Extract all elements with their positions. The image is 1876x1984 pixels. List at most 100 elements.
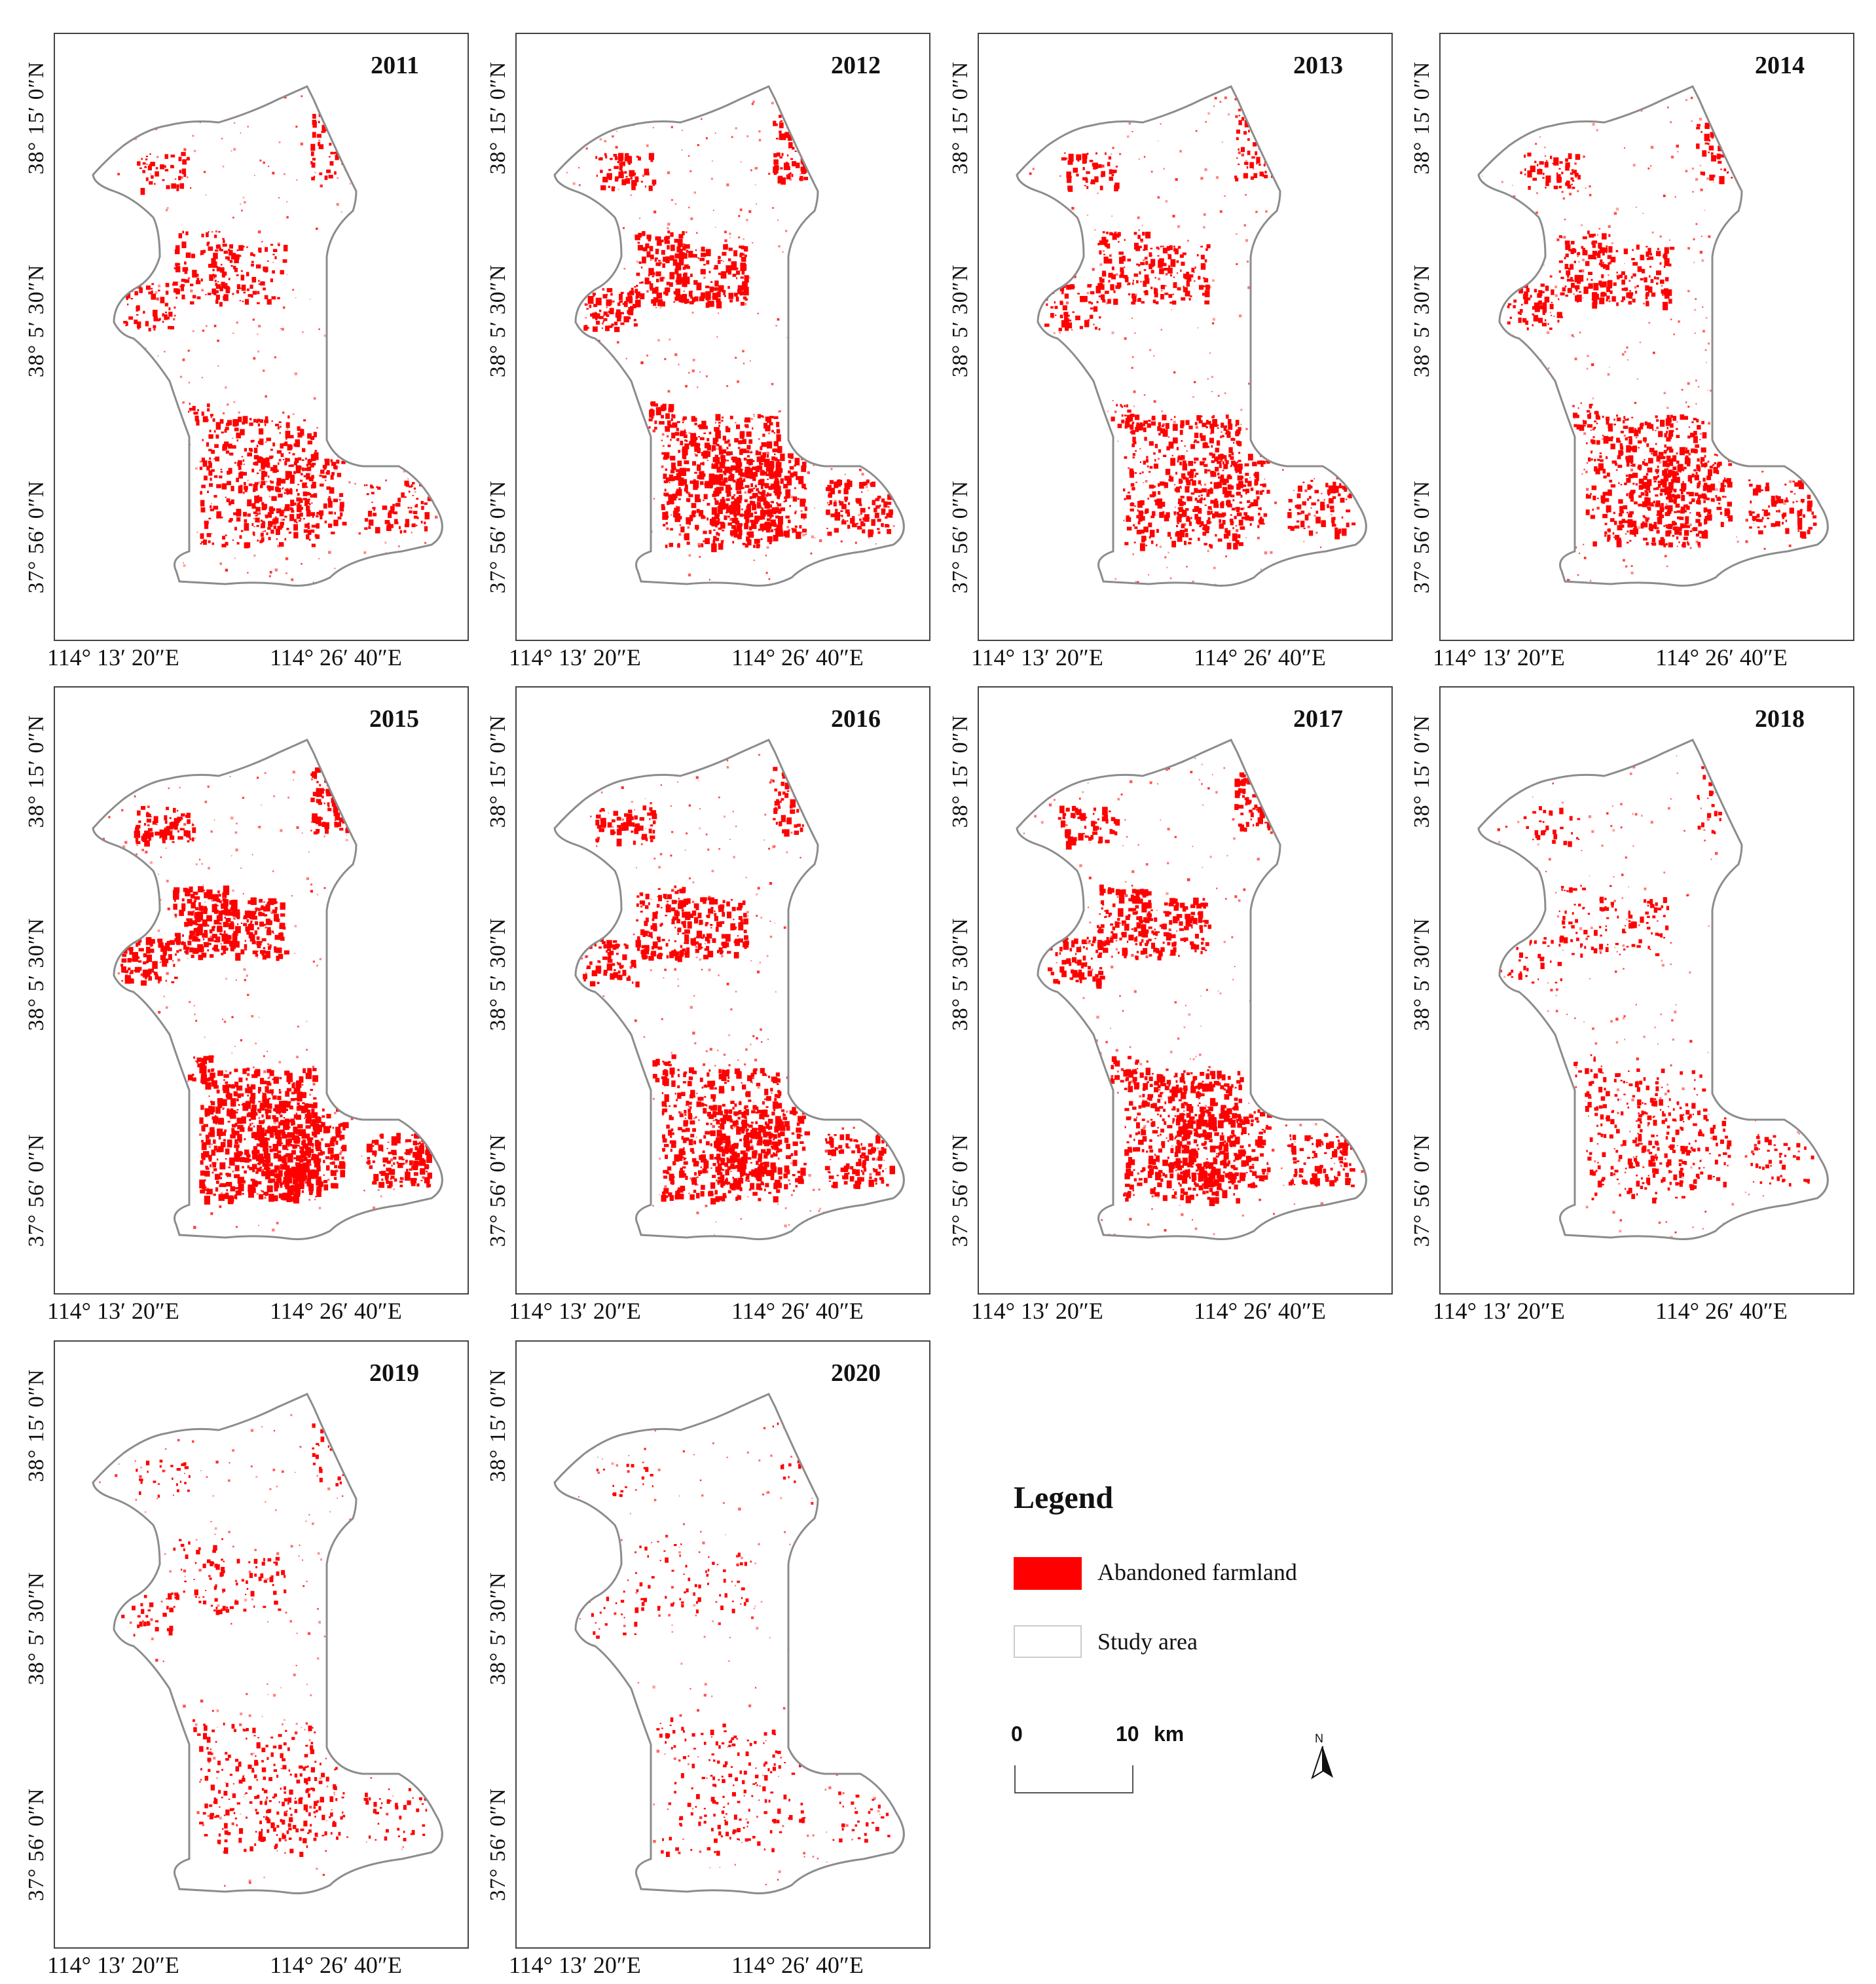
abandoned-farmland-pixel <box>1114 411 1117 413</box>
abandoned-farmland-patch <box>792 147 795 150</box>
abandoned-farmland-patch <box>825 487 828 491</box>
abandoned-farmland-patch <box>288 464 291 467</box>
abandoned-farmland-patch <box>662 511 669 520</box>
abandoned-farmland-pixel <box>397 545 400 547</box>
abandoned-farmland-pixel <box>1698 544 1701 548</box>
abandoned-farmland-pixel <box>1493 321 1496 323</box>
abandoned-farmland-patch <box>253 418 257 423</box>
abandoned-farmland-patch <box>411 523 416 528</box>
abandoned-farmland-patch <box>797 498 800 500</box>
abandoned-farmland-patch <box>1575 288 1578 292</box>
abandoned-farmland-pixel <box>572 105 574 107</box>
abandoned-farmland-patch <box>769 469 774 475</box>
abandoned-farmland-pixel <box>291 578 294 581</box>
abandoned-farmland-pixel <box>1687 405 1690 408</box>
abandoned-farmland-patch <box>247 513 251 517</box>
abandoned-farmland-patch <box>250 439 254 443</box>
abandoned-farmland-patch <box>130 298 134 300</box>
abandoned-farmland-patch <box>679 524 681 526</box>
abandoned-farmland-pixel <box>413 590 414 591</box>
abandoned-farmland-pixel <box>1543 177 1545 179</box>
abandoned-farmland-patch <box>225 283 228 286</box>
abandoned-farmland-pixel <box>1079 472 1082 475</box>
abandoned-farmland-patch <box>1518 287 1524 294</box>
abandoned-farmland-patch <box>1235 540 1240 545</box>
abandoned-farmland-patch <box>1073 168 1078 173</box>
abandoned-farmland-pixel <box>567 356 569 358</box>
abandoned-farmland-pixel <box>1362 306 1365 310</box>
abandoned-farmland-pixel <box>840 100 844 103</box>
abandoned-farmland-patch <box>1221 513 1225 518</box>
abandoned-farmland-pixel <box>802 534 805 537</box>
abandoned-farmland-patch <box>181 278 185 282</box>
abandoned-farmland-patch <box>705 249 711 257</box>
abandoned-farmland-pixel <box>756 167 758 170</box>
abandoned-farmland-pixel <box>435 515 438 519</box>
abandoned-farmland-patch <box>1179 530 1185 538</box>
abandoned-farmland-patch <box>246 272 249 276</box>
abandoned-farmland-patch <box>269 480 272 483</box>
abandoned-farmland-patch <box>618 159 623 162</box>
abandoned-farmland-patch <box>741 514 745 517</box>
abandoned-farmland-patch <box>697 464 701 471</box>
abandoned-farmland-patch <box>614 177 619 182</box>
abandoned-farmland-pixel <box>724 230 727 234</box>
abandoned-farmland-pixel <box>1543 384 1545 387</box>
abandoned-farmland-pixel <box>323 334 327 337</box>
abandoned-farmland-pixel <box>420 418 422 420</box>
abandoned-farmland-patch <box>728 443 731 447</box>
abandoned-farmland-patch <box>213 505 218 510</box>
abandoned-farmland-pixel <box>1506 494 1508 496</box>
abandoned-farmland-patch <box>216 484 221 488</box>
abandoned-farmland-patch <box>1148 523 1152 528</box>
abandoned-farmland-patch <box>1173 416 1176 418</box>
abandoned-farmland-pixel <box>885 433 886 434</box>
abandoned-farmland-patch <box>663 452 670 459</box>
abandoned-farmland-patch <box>636 178 639 181</box>
abandoned-farmland-patch <box>241 284 246 291</box>
abandoned-farmland-pixel <box>667 223 671 226</box>
abandoned-farmland-patch <box>1086 153 1089 155</box>
longitude-label: 114° 13′ 20″E <box>509 644 641 671</box>
abandoned-farmland-patch <box>202 439 204 441</box>
abandoned-farmland-patch <box>220 249 223 251</box>
abandoned-farmland-patch <box>714 265 718 270</box>
abandoned-farmland-pixel <box>1195 130 1198 132</box>
abandoned-farmland-patch <box>862 483 866 486</box>
abandoned-farmland-patch <box>655 262 661 266</box>
abandoned-farmland-patch <box>209 430 212 433</box>
abandoned-farmland-pixel <box>823 566 825 569</box>
abandoned-farmland-patch <box>1089 160 1094 162</box>
abandoned-farmland-patch <box>1556 177 1562 183</box>
abandoned-farmland-patch <box>721 463 724 466</box>
abandoned-farmland-pixel <box>667 390 671 393</box>
abandoned-farmland-patch <box>1300 510 1305 514</box>
abandoned-farmland-patch <box>1175 532 1180 537</box>
abandoned-farmland-patch <box>700 268 706 275</box>
abandoned-farmland-pixel <box>579 549 581 551</box>
abandoned-farmland-patch <box>684 443 690 450</box>
abandoned-farmland-pixel <box>692 359 695 361</box>
abandoned-farmland-patch <box>767 536 773 542</box>
abandoned-farmland-patch <box>289 490 291 492</box>
abandoned-farmland-pixel <box>1088 442 1091 445</box>
abandoned-farmland-patch <box>699 296 705 301</box>
abandoned-farmland-patch <box>264 530 266 532</box>
abandoned-farmland-patch <box>1204 464 1208 468</box>
abandoned-farmland-patch <box>730 473 735 479</box>
abandoned-farmland-pixel <box>583 250 585 252</box>
abandoned-farmland-pixel <box>1515 397 1518 400</box>
abandoned-farmland-patch <box>267 485 270 488</box>
abandoned-farmland-patch <box>1556 172 1558 174</box>
abandoned-farmland-pixel <box>1516 135 1520 138</box>
abandoned-farmland-patch <box>1121 414 1124 417</box>
abandoned-farmland-patch <box>739 291 746 295</box>
abandoned-farmland-pixel <box>798 233 801 236</box>
abandoned-farmland-patch <box>349 119 354 124</box>
abandoned-farmland-patch <box>1340 498 1345 503</box>
abandoned-farmland-patch <box>1321 520 1326 527</box>
abandoned-farmland-patch <box>243 464 245 465</box>
abandoned-farmland-pixel <box>593 415 595 417</box>
abandoned-farmland-patch <box>259 485 263 488</box>
abandoned-farmland-patch <box>1110 284 1114 291</box>
